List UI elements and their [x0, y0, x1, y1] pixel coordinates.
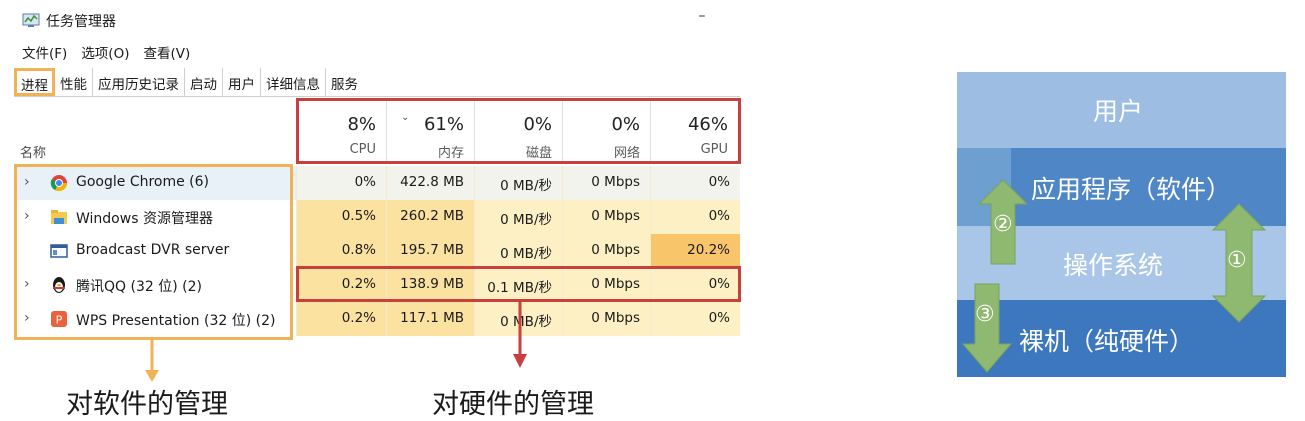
menu-view[interactable]: 查看(V)	[143, 46, 191, 62]
memory-cell: 195.7 MB	[386, 234, 474, 268]
column-header-gpu[interactable]: 46% GPU	[650, 100, 738, 164]
process-row[interactable]: › Google Chrome (6) 0% 422.8 MB 0 MB/秒 0…	[14, 166, 740, 200]
application-layer-label: 应用程序（软件）	[1031, 175, 1232, 204]
title-bar: 任务管理器 –	[0, 0, 742, 36]
tab-users[interactable]: 用户	[223, 68, 261, 96]
process-name: Windows 资源管理器	[76, 211, 213, 227]
cpu-cell: 0.8%	[296, 234, 386, 268]
down-arrow-icon	[961, 283, 1013, 373]
marker-1: ①	[1227, 248, 1247, 273]
expand-chevron-icon[interactable]: ›	[24, 174, 30, 190]
menu-bar: 文件(F) 选项(O) 查看(V)	[22, 42, 190, 62]
disk-label: 磁盘	[525, 146, 552, 161]
window-title: 任务管理器	[46, 14, 116, 30]
tab-startup[interactable]: 启动	[185, 68, 223, 96]
tab-services[interactable]: 服务	[331, 77, 358, 93]
column-header-memory[interactable]: ⌄ 61% 内存	[386, 100, 474, 164]
disk-percent: 0%	[523, 114, 552, 135]
tab-divider	[14, 96, 740, 97]
cpu-percent: 8%	[347, 114, 376, 135]
expand-chevron-icon[interactable]: ›	[24, 310, 30, 326]
os-layer-diagram: 用户 应用程序（软件） 操作系统 裸机（纯硬件） ② ① ③	[957, 72, 1286, 377]
network-cell: 0 Mbps	[562, 268, 650, 302]
marker-3: ③	[975, 302, 995, 327]
task-manager-window: 任务管理器 – 文件(F) 选项(O) 查看(V) 进程 性能 应用历史记录 启…	[0, 0, 742, 340]
gpu-percent: 46%	[687, 114, 728, 135]
os-layer-label: 操作系统	[1063, 251, 1164, 280]
up-arrow-icon	[977, 179, 1029, 265]
menu-options[interactable]: 选项(O)	[81, 46, 130, 62]
minimize-button[interactable]: –	[698, 8, 706, 24]
column-header-network[interactable]: 0% 网络	[562, 100, 650, 164]
expand-chevron-icon[interactable]: ›	[24, 276, 30, 292]
window-icon	[50, 244, 68, 258]
sort-chevron-icon: ⌄	[401, 112, 410, 123]
svg-text:P: P	[56, 314, 63, 327]
hardware-caption: 对硬件的管理	[432, 389, 594, 420]
folder-icon	[51, 210, 67, 224]
task-manager-icon	[22, 13, 40, 27]
column-header-cpu[interactable]: 8% CPU	[296, 100, 386, 164]
cpu-label: CPU	[349, 142, 376, 157]
disk-cell: 0 MB/秒	[474, 234, 562, 268]
network-cell: 0 Mbps	[562, 302, 650, 336]
memory-label: 内存	[437, 146, 464, 161]
process-name: WPS Presentation (32 位) (2)	[76, 313, 276, 329]
penguin-icon	[53, 277, 65, 293]
process-row[interactable]: › P WPS Presentation (32 位) (2) 0.2% 117…	[14, 302, 740, 336]
disk-cell: 0 MB/秒	[474, 302, 562, 336]
process-name: Broadcast DVR server	[76, 242, 230, 258]
chrome-icon	[50, 175, 68, 192]
process-name: Google Chrome (6)	[76, 174, 210, 190]
disk-cell: 0 MB/秒	[474, 166, 562, 200]
column-header-disk[interactable]: 0% 磁盘	[474, 100, 562, 164]
gpu-label: GPU	[700, 142, 728, 157]
disk-cell: 0.1 MB/秒	[474, 268, 562, 302]
software-caption: 对软件的管理	[66, 389, 228, 420]
gpu-cell: 0%	[650, 166, 740, 200]
memory-cell: 138.9 MB	[386, 268, 474, 302]
memory-cell: 117.1 MB	[386, 302, 474, 336]
cpu-cell: 0.2%	[296, 302, 386, 336]
cpu-cell: 0.5%	[296, 200, 386, 234]
marker-2: ②	[993, 212, 1013, 237]
hardware-layer-label: 裸机（纯硬件）	[1019, 327, 1195, 356]
column-header-name[interactable]: 名称	[20, 146, 47, 161]
menu-file[interactable]: 文件(F)	[22, 46, 68, 62]
process-row[interactable]: › Windows 资源管理器 0.5% 260.2 MB 0 MB/秒 0 M…	[14, 200, 740, 234]
tab-details[interactable]: 详细信息	[261, 68, 326, 96]
hardware-down-arrow-icon	[513, 302, 527, 368]
user-layer: 用户	[957, 72, 1286, 148]
gpu-cell: 0%	[650, 302, 740, 336]
network-percent: 0%	[611, 114, 640, 135]
cpu-cell: 0.2%	[296, 268, 386, 302]
network-label: 网络	[613, 146, 640, 161]
gpu-cell: 0%	[650, 268, 740, 302]
wps-icon: P	[51, 311, 67, 327]
tab-strip: 进程 性能 应用历史记录 启动 用户 详细信息 服务	[14, 68, 363, 96]
process-row[interactable]: Broadcast DVR server 0.8% 195.7 MB 0 MB/…	[14, 234, 740, 268]
disk-cell: 0 MB/秒	[474, 200, 562, 234]
tab-performance[interactable]: 性能	[55, 68, 93, 96]
tab-app-history[interactable]: 应用历史记录	[93, 68, 185, 96]
memory-cell: 422.8 MB	[386, 166, 474, 200]
memory-cell: 260.2 MB	[386, 200, 474, 234]
process-row[interactable]: › 腾讯QQ (32 位) (2) 0.2% 138.9 MB 0.1 MB/秒…	[14, 268, 740, 302]
double-arrow-icon	[1211, 203, 1267, 323]
gpu-cell: 20.2%	[650, 234, 740, 268]
network-cell: 0 Mbps	[562, 200, 650, 234]
network-cell: 0 Mbps	[562, 166, 650, 200]
tab-processes[interactable]: 进程	[14, 68, 55, 96]
gpu-cell: 0%	[650, 200, 740, 234]
memory-percent: 61%	[423, 114, 464, 135]
user-layer-label: 用户	[1093, 97, 1144, 126]
network-cell: 0 Mbps	[562, 234, 650, 268]
cpu-cell: 0%	[296, 166, 386, 200]
software-down-arrow-icon	[145, 340, 159, 382]
expand-chevron-icon[interactable]: ›	[24, 208, 30, 224]
process-name: 腾讯QQ (32 位) (2)	[76, 279, 202, 295]
